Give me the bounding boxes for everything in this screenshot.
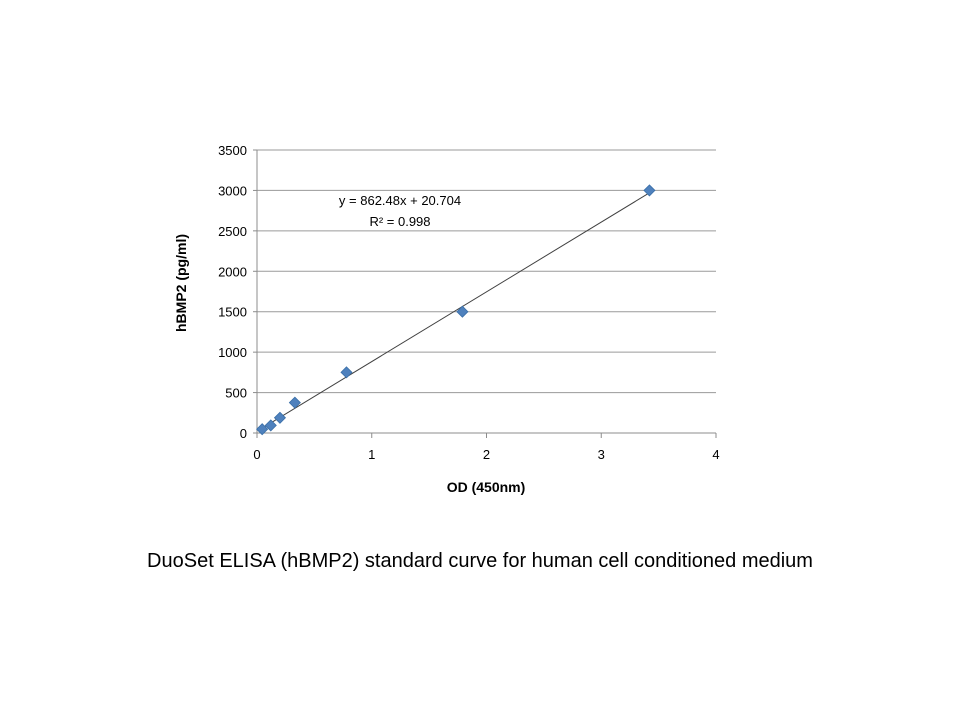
data-point — [256, 423, 269, 436]
data-point — [456, 305, 469, 318]
y-tick-label: 0 — [240, 426, 247, 441]
y-axis-title: hBMP2 (pg/ml) — [173, 234, 189, 332]
trendline — [261, 192, 650, 429]
y-tick-label: 3000 — [218, 183, 247, 198]
trendline-line — [261, 192, 650, 429]
data-point — [288, 396, 301, 409]
gridlines — [257, 149, 716, 394]
trendline-equation: y = 862.48x + 20.704 — [339, 193, 461, 208]
y-tick-label: 1000 — [218, 345, 247, 360]
data-point — [264, 419, 277, 432]
x-tick-label: 3 — [598, 447, 605, 462]
y-tick-label: 2500 — [218, 224, 247, 239]
x-tick-label: 1 — [368, 447, 375, 462]
figure-caption: DuoSet ELISA (hBMP2) standard curve for … — [147, 550, 813, 572]
y-tick-label: 2000 — [218, 264, 247, 279]
y-tick-label: 1500 — [218, 305, 247, 320]
x-tick-label: 0 — [253, 447, 260, 462]
data-point — [340, 366, 353, 379]
axes — [253, 149, 717, 438]
data-points — [256, 184, 656, 436]
data-point — [643, 184, 656, 197]
y-tick-label: 3500 — [218, 143, 247, 158]
x-axis-title: OD (450nm) — [447, 479, 526, 495]
trendline-r-squared: R² = 0.998 — [369, 214, 430, 229]
x-tick-label: 4 — [712, 447, 719, 462]
tick-labels: 0 500 1000 1500 2000 2500 3000 3500 0 1 2 3 4 — [218, 143, 720, 462]
data-point — [273, 411, 287, 424]
x-tick-label: 2 — [483, 447, 490, 462]
y-tick-label: 500 — [225, 386, 247, 401]
